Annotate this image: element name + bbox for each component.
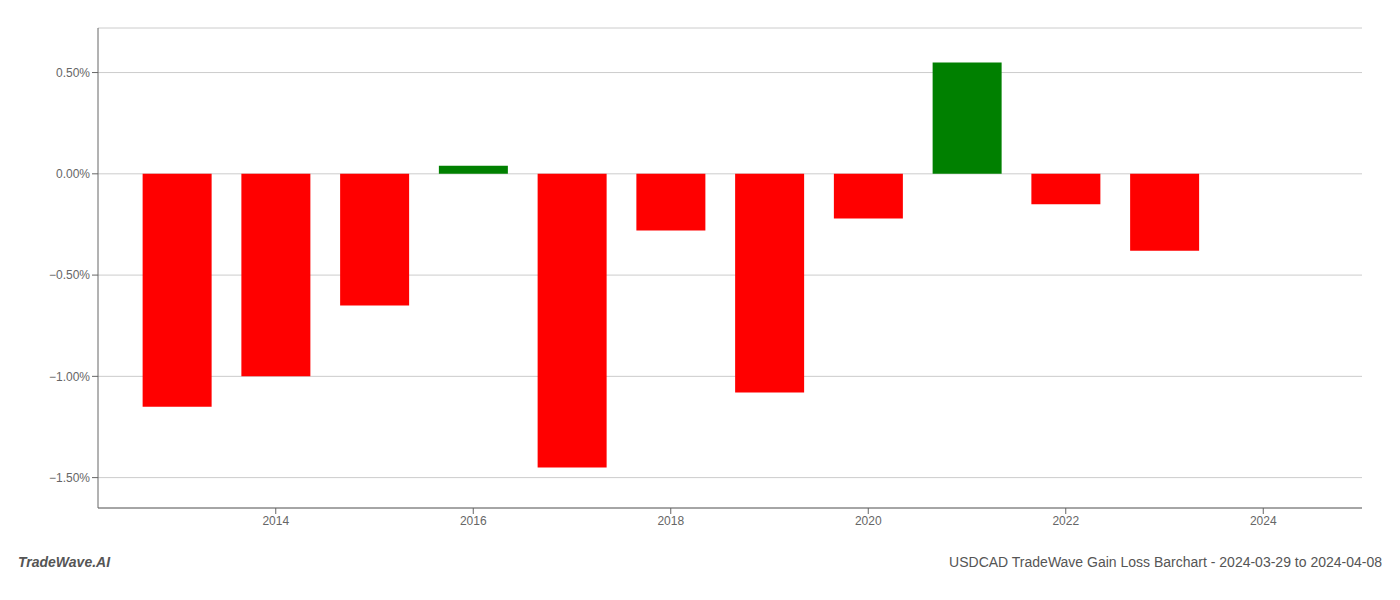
svg-text:2024: 2024 — [1250, 514, 1277, 528]
svg-text:2014: 2014 — [262, 514, 289, 528]
svg-text:−1.50%: −1.50% — [49, 471, 90, 485]
svg-text:−1.00%: −1.00% — [49, 370, 90, 384]
html-text:USDCAD TradeWave Gain Loss Bar: USDCAD TradeWave Gain Loss Barchart - 20… — [949, 554, 1382, 570]
svg-text:2016: 2016 — [460, 514, 487, 528]
svg-text:0.50%: 0.50% — [56, 66, 90, 80]
svg-text:0.00%: 0.00% — [56, 167, 90, 181]
svg-text:−0.50%: −0.50% — [49, 268, 90, 282]
svg-text:2018: 2018 — [657, 514, 684, 528]
html-text:TradeWave.AI: TradeWave.AI — [18, 554, 111, 570]
svg-text:2022: 2022 — [1052, 514, 1079, 528]
svg-text:2020: 2020 — [855, 514, 882, 528]
